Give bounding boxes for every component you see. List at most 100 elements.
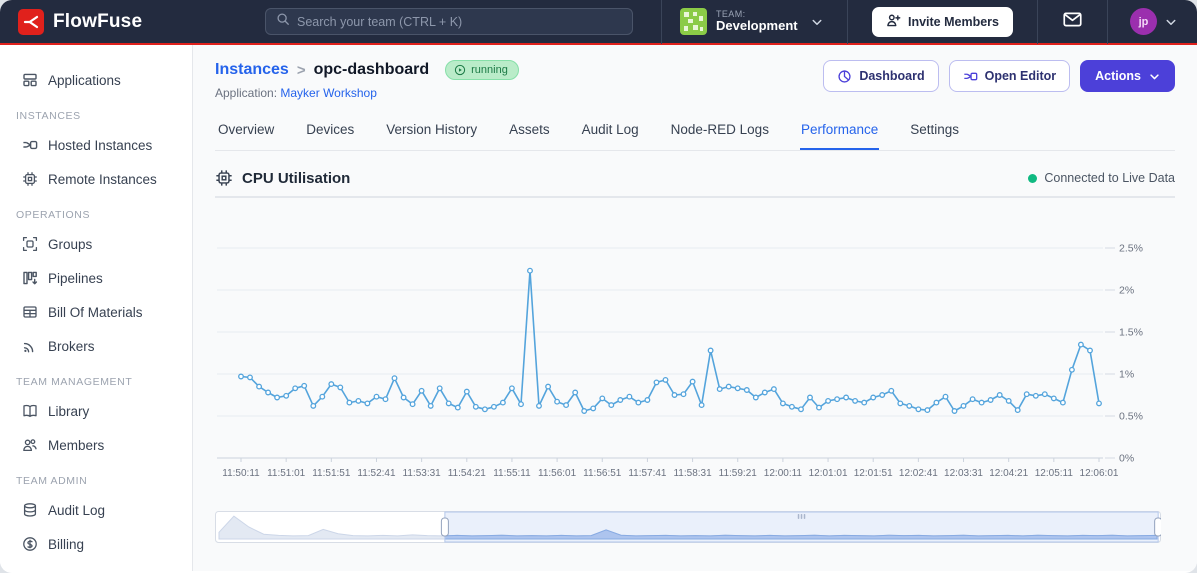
data-point[interactable] [247, 374, 253, 381]
sidebar-item-members[interactable]: Members [14, 428, 178, 462]
data-point[interactable] [274, 394, 281, 401]
data-point[interactable] [536, 402, 542, 409]
data-point[interactable] [1087, 347, 1093, 354]
user-menu[interactable]: jp [1118, 8, 1181, 35]
data-point[interactable] [445, 400, 452, 407]
data-point[interactable] [689, 378, 696, 385]
data-point[interactable] [364, 400, 371, 407]
data-point[interactable] [933, 399, 940, 406]
data-point[interactable] [680, 391, 687, 398]
data-point[interactable] [292, 385, 299, 392]
data-point[interactable] [761, 389, 768, 396]
tab-devices[interactable]: Devices [306, 122, 355, 137]
sidebar-item-remote-instances[interactable]: Remote Instances [14, 162, 178, 196]
data-point[interactable] [499, 399, 506, 406]
data-point[interactable] [391, 375, 398, 382]
data-point[interactable] [807, 394, 813, 401]
data-point[interactable] [1023, 391, 1030, 398]
brush-svg[interactable] [215, 511, 1163, 543]
data-point[interactable] [843, 394, 850, 401]
data-point[interactable] [770, 386, 777, 393]
data-point[interactable] [1041, 391, 1048, 398]
data-point[interactable] [951, 408, 958, 414]
data-point[interactable] [725, 383, 732, 390]
data-point[interactable] [1077, 341, 1084, 348]
tab-audit-log[interactable]: Audit Log [581, 122, 639, 137]
tab-assets[interactable]: Assets [509, 122, 550, 137]
data-point[interactable] [337, 384, 344, 391]
data-point[interactable] [328, 381, 335, 388]
data-point[interactable] [734, 385, 741, 392]
data-point[interactable] [870, 394, 877, 401]
sidebar-item-billing[interactable]: Billing [14, 527, 178, 561]
data-point[interactable] [1050, 395, 1057, 402]
data-point[interactable] [942, 393, 949, 400]
tab-settings[interactable]: Settings [910, 122, 960, 137]
data-point[interactable] [545, 383, 552, 390]
data-point[interactable] [427, 402, 434, 409]
data-point[interactable] [662, 376, 669, 383]
tab-node-red-logs[interactable]: Node-RED Logs [670, 122, 769, 137]
data-point[interactable] [626, 393, 633, 400]
data-point[interactable] [409, 401, 416, 408]
data-point[interactable] [436, 385, 443, 392]
data-point[interactable] [752, 394, 759, 401]
data-point[interactable] [888, 387, 895, 394]
data-point[interactable] [1014, 407, 1021, 414]
notifications-button[interactable] [1048, 11, 1097, 33]
data-point[interactable] [481, 406, 488, 413]
data-point[interactable] [825, 397, 832, 404]
data-point[interactable] [310, 402, 317, 409]
data-point[interactable] [798, 406, 804, 413]
data-point[interactable] [572, 389, 579, 396]
data-point[interactable] [716, 386, 723, 393]
sidebar-item-team-settings[interactable]: Team Settings [14, 561, 178, 572]
flowfuse-logo[interactable]: FlowFuse [18, 8, 142, 35]
data-point[interactable] [608, 402, 615, 409]
brush-handle-left[interactable] [440, 517, 449, 537]
data-point[interactable] [527, 267, 533, 274]
data-point[interactable] [346, 399, 353, 406]
brush-grip-icon[interactable] [800, 514, 803, 519]
brush-handle-right[interactable] [1154, 517, 1163, 537]
dashboard-button[interactable]: Dashboard [823, 60, 939, 92]
data-point[interactable] [707, 347, 714, 354]
data-point[interactable] [1005, 397, 1012, 404]
sidebar-item-bill-of-materials[interactable]: Bill Of Materials [14, 295, 178, 329]
data-point[interactable] [834, 396, 841, 403]
data-point[interactable] [671, 392, 678, 398]
data-point[interactable] [283, 392, 290, 399]
data-point[interactable] [590, 405, 597, 412]
data-point[interactable] [852, 397, 859, 404]
data-point[interactable] [373, 393, 380, 400]
data-point[interactable] [418, 387, 425, 394]
chart-time-brush[interactable] [215, 511, 1175, 548]
sidebar-item-pipelines[interactable]: Pipelines [14, 261, 178, 295]
sidebar-item-hosted-instances[interactable]: Hosted Instances [14, 128, 178, 162]
data-point[interactable] [924, 407, 931, 414]
data-point[interactable] [256, 383, 263, 390]
data-point[interactable] [861, 399, 868, 406]
tab-performance[interactable]: Performance [799, 116, 880, 150]
data-point[interactable] [599, 395, 606, 402]
brush-grip-icon[interactable] [797, 514, 800, 519]
data-point[interactable] [454, 404, 461, 411]
data-point[interactable] [698, 402, 705, 409]
data-point[interactable] [355, 397, 362, 404]
data-point[interactable] [996, 392, 1003, 398]
data-point[interactable] [987, 397, 994, 403]
data-point[interactable] [581, 408, 588, 414]
data-point[interactable] [508, 385, 515, 392]
invite-members-button[interactable]: Invite Members [871, 6, 1013, 37]
actions-button[interactable]: Actions [1080, 60, 1175, 92]
breadcrumb-instances-link[interactable]: Instances [215, 61, 289, 78]
sidebar-item-library[interactable]: Library [14, 394, 178, 428]
data-point[interactable] [879, 392, 886, 398]
team-switcher[interactable]: TEAM: Development [672, 8, 837, 35]
data-point[interactable] [743, 387, 750, 393]
team-search[interactable] [264, 8, 633, 35]
data-point[interactable] [265, 389, 272, 396]
data-point[interactable] [978, 399, 985, 406]
data-point[interactable] [463, 388, 470, 395]
data-point[interactable] [319, 393, 326, 400]
